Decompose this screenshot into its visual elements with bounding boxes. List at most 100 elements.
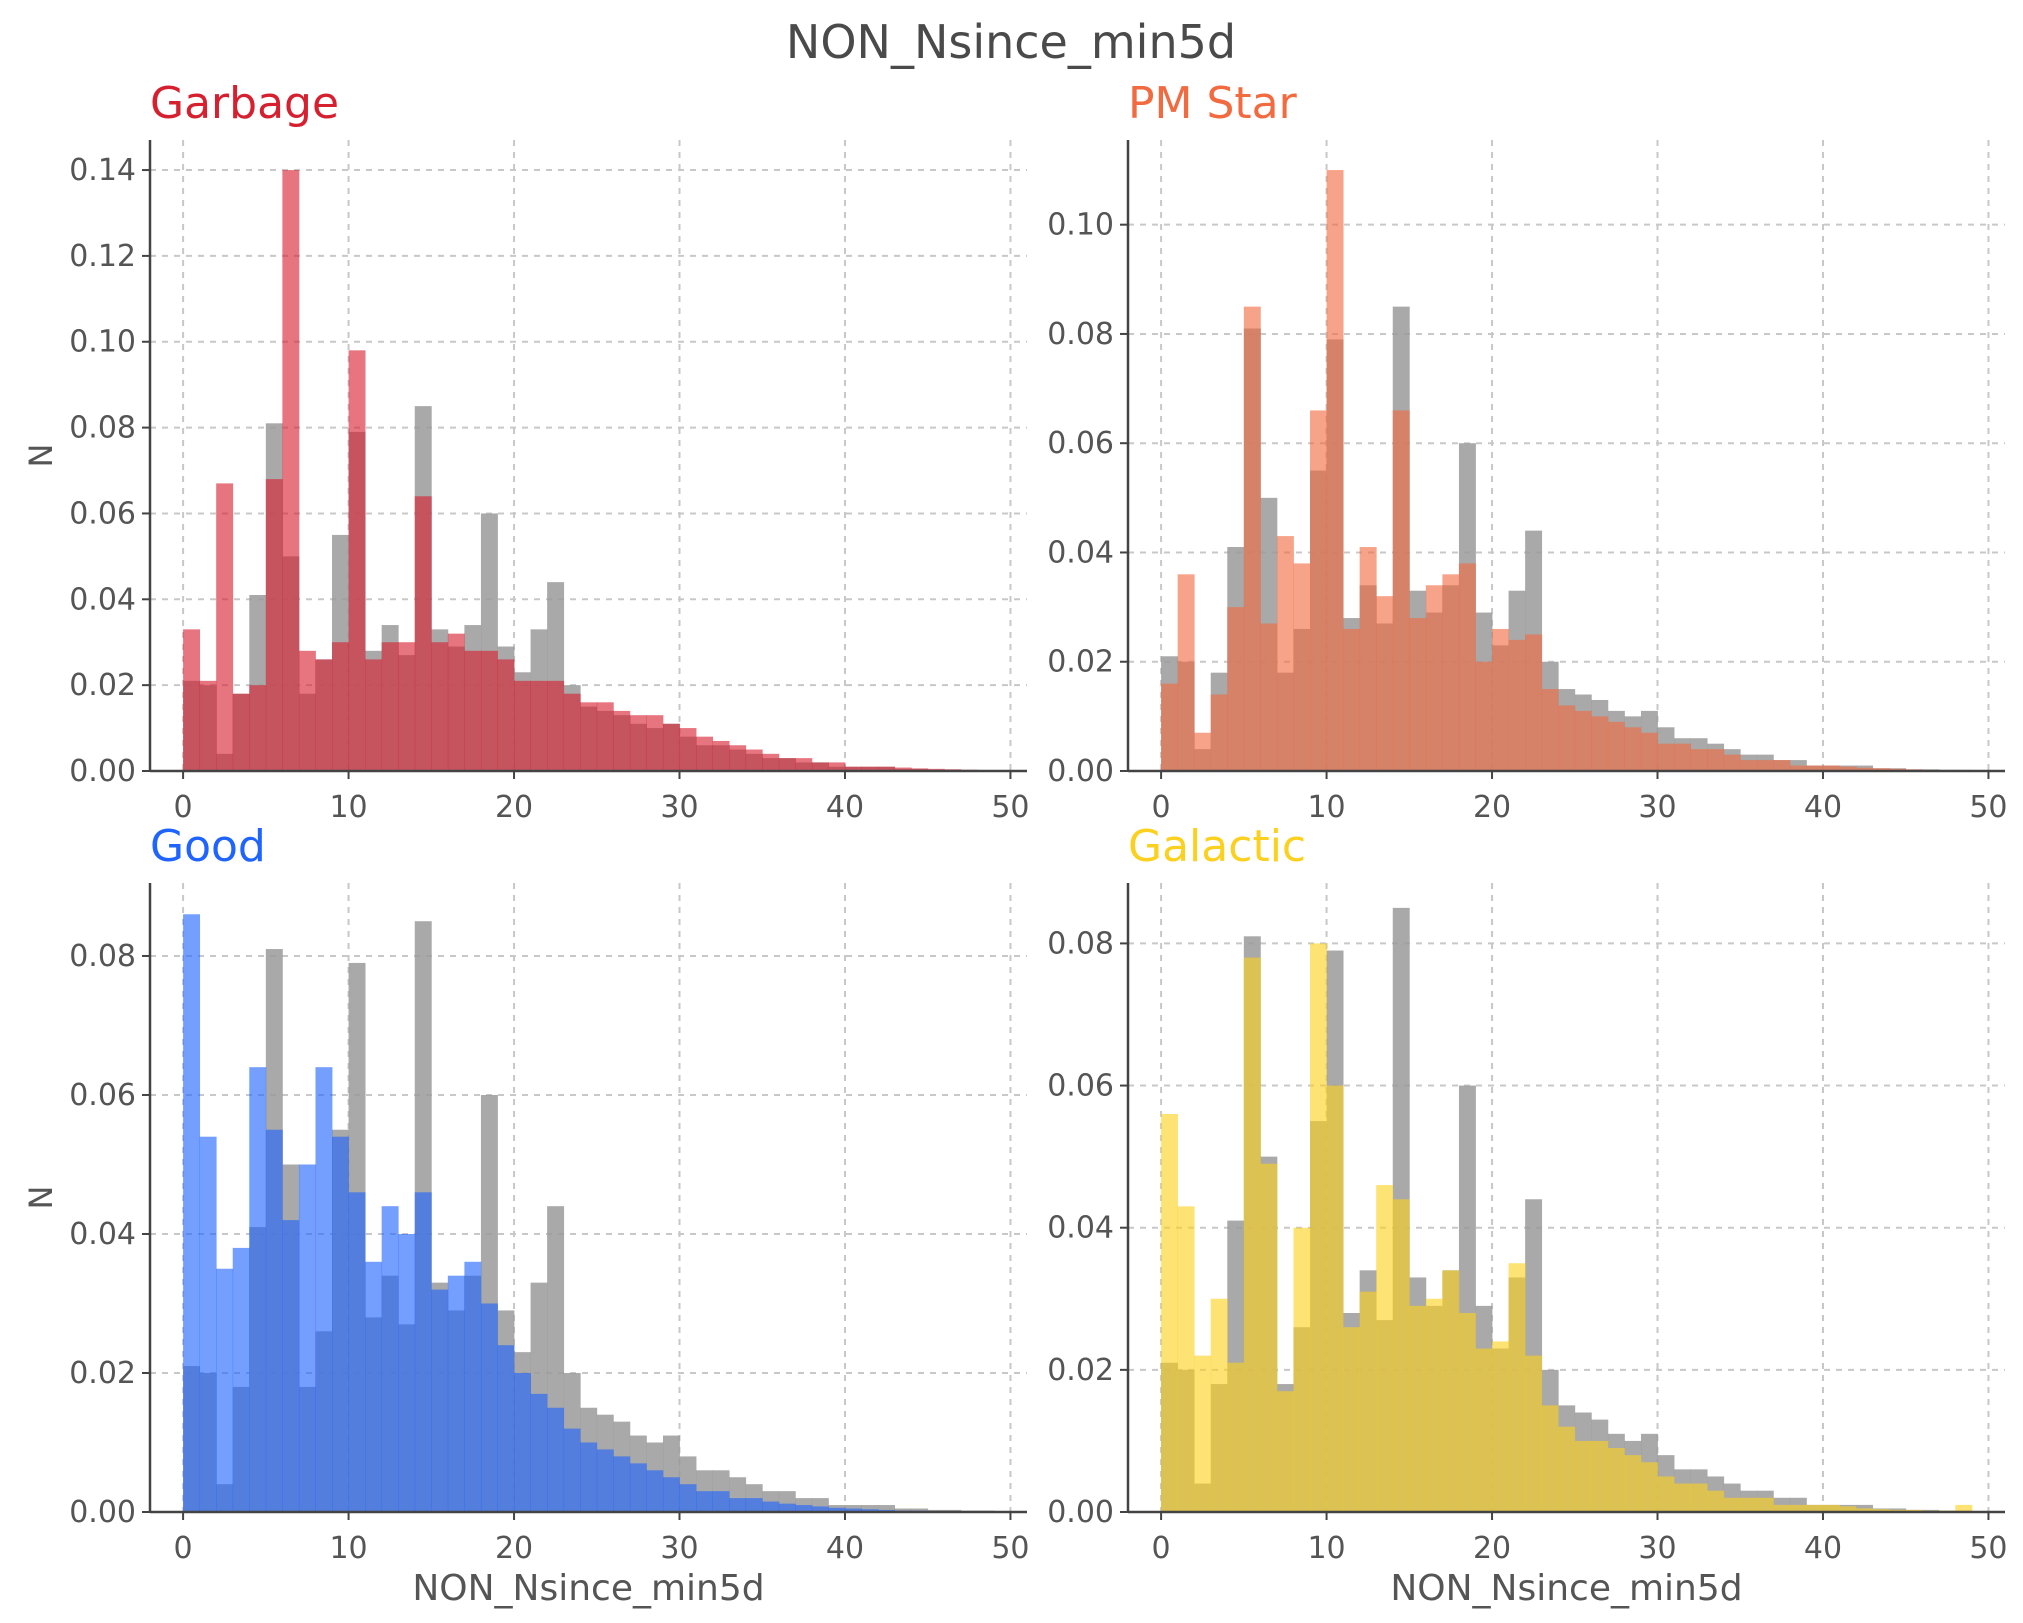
bar-garbage (282, 170, 300, 772)
bar-pm-star (1442, 574, 1460, 771)
panel-garbage: 0 10 20 30 40 50 0.00 0.02 0.04 0.06 0.08 0.10 0.12 0… (22, 78, 1030, 825)
x-tick-label: 20 (1473, 790, 1511, 825)
x-tick-label: 40 (1804, 790, 1842, 825)
panel-pm-star: 0 10 20 30 40 50 0.00 0.02 0.04 0.06 0.08 0.10 PM St… (1047, 78, 2007, 825)
bar-galactic (1326, 1085, 1344, 1512)
bar-good (332, 1136, 349, 1512)
y-tick-label: 0.00 (69, 754, 136, 789)
y-axis-label: N (22, 444, 60, 468)
bar-galactic (1343, 1327, 1361, 1512)
bar-pm-star (1624, 727, 1642, 771)
x-tick-label: 10 (1307, 790, 1345, 825)
y-tick-label: 0.08 (1047, 317, 1114, 352)
bar-galactic (1359, 1291, 1377, 1512)
bar-good (365, 1261, 383, 1512)
bar-galactic (1276, 1391, 1294, 1512)
y-tick-label: 0.02 (69, 1356, 136, 1391)
bar-garbage (861, 766, 879, 771)
bar-galactic (1541, 1405, 1559, 1512)
bar-good (646, 1470, 664, 1512)
bar-garbage (431, 642, 449, 771)
panel-title: Garbage (150, 78, 339, 129)
bar-garbage (249, 685, 267, 771)
bar-garbage (596, 702, 614, 771)
panel-title: Good (150, 821, 266, 872)
bar-garbage (679, 728, 697, 771)
bar-garbage (828, 762, 846, 771)
bar-pm-star (1740, 760, 1758, 771)
y-tick-label: 0.08 (69, 939, 136, 974)
figure-title: NON_Nsince_min5d (786, 15, 1236, 69)
bar-galactic (1475, 1348, 1493, 1512)
bar-pm-star (1177, 574, 1195, 771)
bar-good (315, 1067, 333, 1512)
x-tick-label: 10 (329, 790, 367, 825)
bar-good (778, 1503, 796, 1512)
bar-good (497, 1345, 515, 1512)
bar-good (811, 1506, 829, 1512)
bar-galactic (1227, 1362, 1245, 1512)
x-tick-label: 0 (1152, 790, 1171, 825)
bar-pm-star (1872, 768, 1890, 771)
bar-pm-star (1674, 743, 1692, 771)
bar-garbage (497, 659, 515, 771)
bar-pm-star (1640, 732, 1658, 771)
bar-galactic (1856, 1508, 1874, 1512)
bar-garbage (381, 642, 399, 771)
bar-pm-star (1657, 743, 1675, 771)
x-tick-label: 20 (1473, 1531, 1511, 1566)
y-tick-label: 0.04 (69, 582, 136, 617)
bar-garbage (464, 650, 482, 771)
bar-pm-star (1458, 563, 1476, 771)
bar-garbage (530, 680, 548, 771)
x-tick-label: 50 (991, 790, 1029, 825)
x-tick-label: 30 (660, 1531, 698, 1566)
bar-pm-star (1574, 710, 1592, 771)
bar-galactic (1690, 1483, 1708, 1512)
bar-pm-star (1839, 766, 1857, 771)
bar-good (249, 1067, 267, 1512)
bar-all (911, 1508, 929, 1512)
bar-galactic (1574, 1440, 1592, 1512)
bar-good (844, 1508, 862, 1512)
bar-good (861, 1509, 879, 1512)
bar-pm-star (1822, 765, 1840, 771)
x-tick-label: 30 (660, 790, 698, 825)
bar-galactic (1210, 1298, 1228, 1512)
x-tick-label: 40 (826, 790, 864, 825)
bar-pm-star (1707, 749, 1725, 771)
bar-galactic (1723, 1497, 1741, 1512)
bar-pm-star (1558, 705, 1576, 771)
bar-good (265, 1129, 283, 1512)
bar-pm-star (1508, 639, 1526, 771)
y-tick-label: 0.00 (69, 1495, 136, 1530)
x-tick-label: 40 (826, 1531, 864, 1566)
bar-galactic (1558, 1426, 1576, 1512)
bar-galactic (1161, 1113, 1179, 1512)
bar-pm-star (1806, 765, 1824, 771)
y-tick-label: 0.04 (69, 1217, 136, 1252)
bar-good (398, 1233, 416, 1512)
x-axis-label: NON_Nsince_min5d (412, 1568, 764, 1609)
bar-good (216, 1268, 234, 1512)
bar-garbage (365, 659, 383, 771)
y-tick-label: 0.06 (69, 496, 136, 531)
y-tick-label: 0.06 (1047, 426, 1114, 461)
y-tick-label: 0.06 (69, 1078, 136, 1113)
y-axis-label: N (22, 1186, 60, 1210)
bar-pm-star (1425, 585, 1443, 771)
bar-good (199, 1136, 217, 1512)
bar-pm-star (1243, 306, 1261, 771)
bar-galactic (1376, 1185, 1394, 1512)
bar-galactic (1409, 1305, 1427, 1512)
x-tick-label: 40 (1804, 1531, 1842, 1566)
bar-pm-star (1723, 754, 1741, 771)
bar-pm-star (1359, 547, 1377, 771)
bar-garbage (613, 710, 631, 771)
bar-garbage (662, 723, 680, 771)
bar-good (729, 1498, 747, 1512)
bar-garbage (547, 680, 565, 771)
bar-galactic (1740, 1497, 1758, 1512)
x-tick-label: 30 (1638, 1531, 1676, 1566)
